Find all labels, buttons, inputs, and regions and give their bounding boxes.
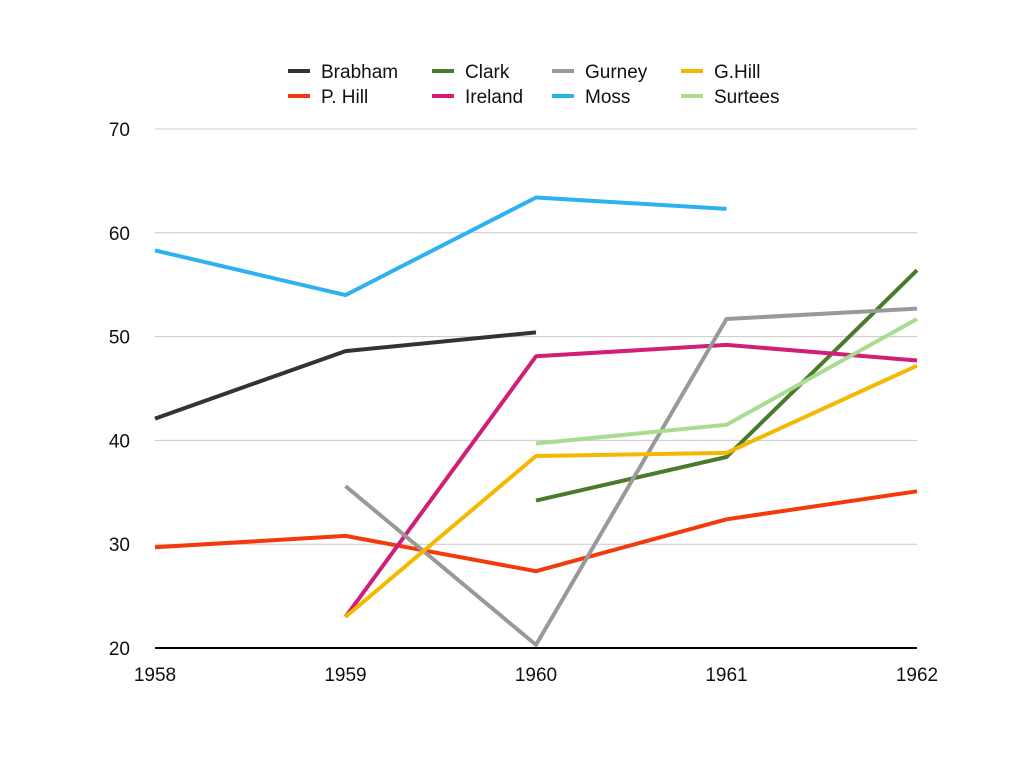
legend-label: Surtees [714, 87, 779, 108]
x-axis-ticks: 1958 1959 1960 1961 1962 [134, 665, 938, 686]
series-line-gurney [344, 306, 918, 647]
legend-label: P. Hill [321, 87, 368, 108]
y-tick-label: 30 [109, 535, 130, 556]
legend-item: Moss [552, 87, 630, 108]
legend-label: Moss [585, 87, 630, 108]
series-line-moss [154, 195, 727, 298]
x-tick-label: 1959 [324, 665, 366, 686]
y-tick-label: 60 [109, 224, 130, 245]
series-line-surtees [535, 317, 918, 446]
legend-label: Gurney [585, 62, 648, 83]
series-line-p-hill [154, 489, 918, 574]
legend-item: Brabham [288, 62, 398, 83]
x-tick-label: 1958 [134, 665, 176, 686]
legend-item: Clark [432, 62, 510, 83]
legend: Brabham Clark Gurney G.Hill P. Hill Ireland Mo… [288, 62, 779, 108]
legend-label: Brabham [321, 62, 398, 83]
series-line-clark [535, 268, 919, 503]
y-axis-ticks: 20 30 40 50 60 70 [109, 120, 130, 660]
series-line-ireland [343, 342, 918, 619]
legend-item: Gurney [552, 62, 648, 83]
legend-item: P. Hill [288, 87, 368, 108]
x-tick-label: 1961 [705, 665, 747, 686]
legend-label: Ireland [465, 87, 523, 108]
y-tick-label: 70 [109, 120, 130, 141]
x-tick-label: 1960 [515, 665, 557, 686]
y-tick-label: 40 [109, 431, 130, 452]
series-line-brabham [154, 330, 537, 421]
legend-item: G.Hill [681, 62, 760, 83]
y-tick-label: 20 [109, 639, 130, 660]
series-lines [154, 195, 919, 647]
legend-label: Clark [465, 62, 510, 83]
y-tick-label: 50 [109, 328, 130, 349]
legend-item: Surtees [681, 87, 779, 108]
series-line-g-hill [344, 363, 918, 619]
legend-label: G.Hill [714, 62, 760, 83]
legend-item: Ireland [432, 87, 523, 108]
gridlines [155, 128, 917, 649]
x-tick-label: 1962 [896, 665, 938, 686]
